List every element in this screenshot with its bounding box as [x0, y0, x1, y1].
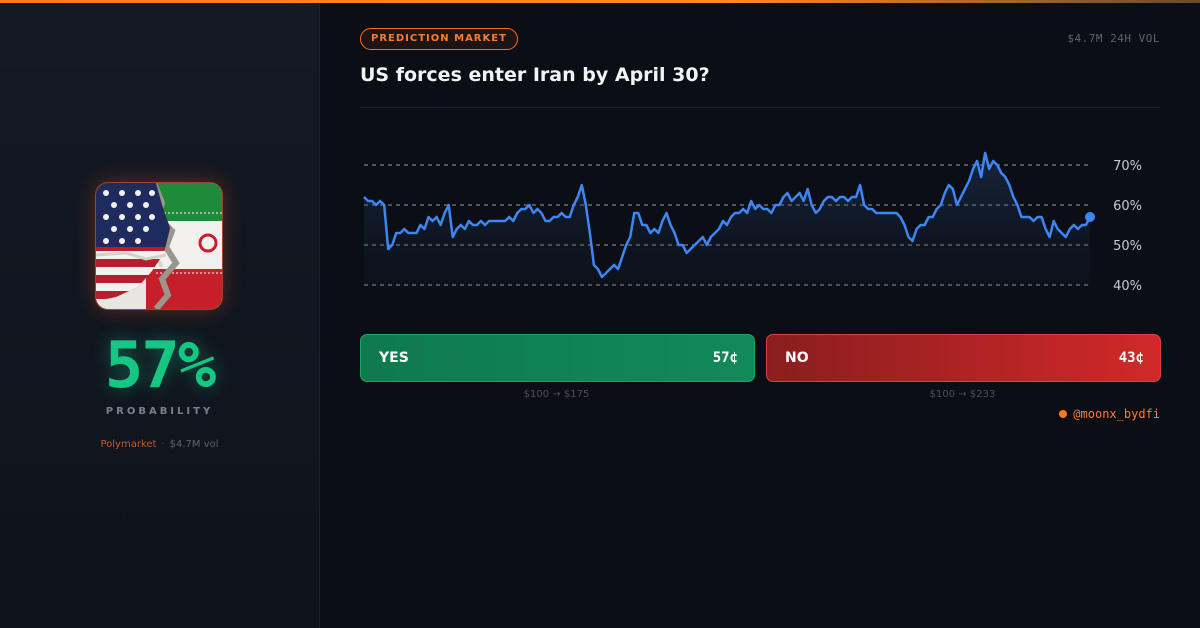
- series-line: [363, 151, 1092, 279]
- no-price: 43¢: [1118, 350, 1144, 366]
- yes-price: 57¢: [712, 350, 738, 366]
- y-tick-label: 40%: [1113, 279, 1142, 294]
- yes-payout: $100 → $175: [523, 389, 590, 400]
- volume-24h: $4.7M 24H VOL: [1067, 32, 1160, 45]
- flag-illustration: [96, 183, 222, 309]
- source-volume: $4.7M vol: [169, 439, 219, 450]
- left-panel: 57% PROBABILITY Polymarket · $4.7M vol: [0, 3, 320, 628]
- header-divider: [360, 107, 1160, 108]
- series-area: [364, 153, 1090, 285]
- y-tick-label: 50%: [1113, 239, 1142, 254]
- us-iran-flag-image: [96, 183, 222, 309]
- y-tick-label: 60%: [1113, 199, 1142, 214]
- top-accent-bar: [0, 0, 1200, 3]
- yes-label: YES: [379, 350, 409, 366]
- market-source: Polymarket · $4.7M vol: [0, 439, 319, 450]
- prediction-market-badge: PREDICTION MARKET: [360, 28, 518, 50]
- market-title: US forces enter Iran by April 30?: [360, 64, 710, 86]
- y-tick-label: 70%: [1113, 159, 1142, 174]
- no-payout: $100 → $233: [929, 389, 996, 400]
- probability-value: 57%: [104, 329, 217, 403]
- no-button[interactable]: NO 43¢: [766, 334, 1161, 382]
- author-handle[interactable]: @moonx_bydfi: [1059, 407, 1160, 421]
- handle-text: @moonx_bydfi: [1073, 407, 1160, 421]
- probability-chart: 70% 60% 50% 40%: [363, 151, 1142, 294]
- probability-label: PROBABILITY: [105, 406, 214, 417]
- no-label: NO: [785, 350, 809, 366]
- separator-dot: ·: [161, 439, 165, 450]
- yes-button[interactable]: YES 57¢: [360, 334, 755, 382]
- source-name: Polymarket: [100, 439, 157, 450]
- last-point-marker: [1085, 212, 1095, 222]
- handle-dot-icon: [1059, 410, 1068, 418]
